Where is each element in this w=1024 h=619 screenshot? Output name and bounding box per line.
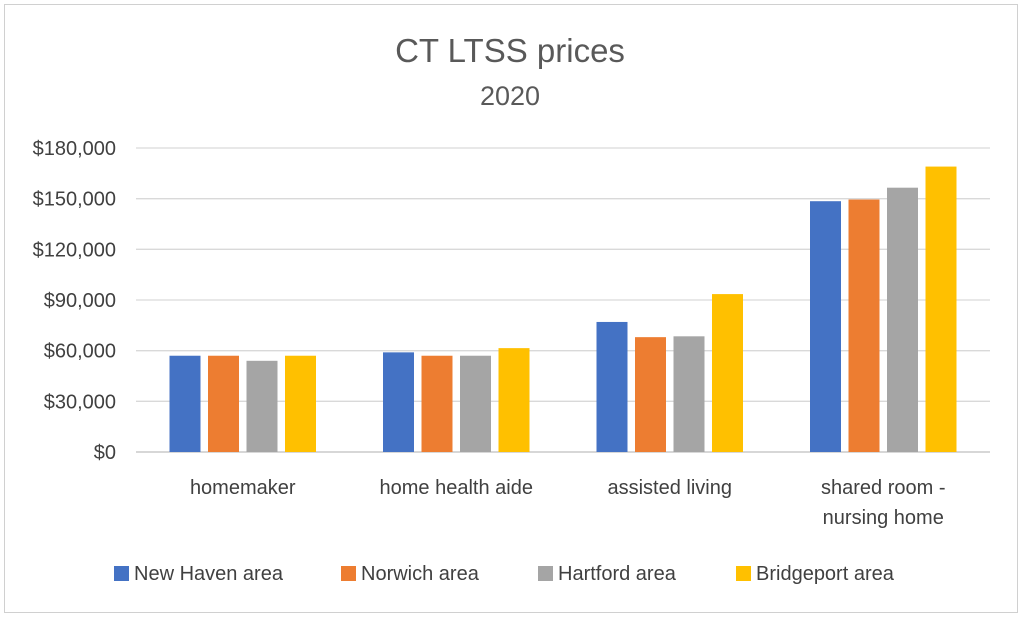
x-category-label: nursing home [823, 507, 944, 529]
bar [169, 355, 201, 452]
gridlines [136, 147, 990, 453]
bar [848, 199, 880, 452]
y-tick-label: $150,000 [33, 189, 116, 211]
x-category-label: home health aide [380, 477, 533, 499]
bar [635, 337, 666, 452]
x-category-label: shared room - [821, 477, 946, 499]
bar [208, 355, 239, 452]
legend-label: New Haven area [134, 563, 284, 585]
bar [498, 348, 530, 452]
bar [421, 355, 453, 452]
bar [712, 294, 743, 452]
bar [810, 201, 841, 452]
x-axis-categories: homemaker home health aide assisted living… [190, 477, 946, 529]
x-category-label: assisted living [607, 477, 732, 499]
legend-swatch [538, 566, 553, 581]
y-tick-label: $30,000 [44, 391, 116, 413]
y-tick-label: $90,000 [44, 290, 116, 312]
y-tick-label: $180,000 [33, 138, 116, 160]
y-tick-label: $60,000 [44, 341, 116, 363]
bar [246, 360, 278, 452]
legend-label: Hartford area [558, 563, 677, 585]
bar [925, 166, 957, 453]
legend: New Haven area Norwich area Hartford area B… [114, 563, 895, 585]
chart-subtitle: 2020 [480, 81, 540, 111]
legend-label: Norwich area [361, 563, 480, 585]
x-category-label: homemaker [190, 477, 296, 499]
bars [169, 166, 957, 453]
y-axis-ticks: $0 $30,000 $60,000 $90,000 $120,000 $150,000 $… [33, 138, 116, 464]
bar [285, 355, 316, 452]
legend-label: Bridgeport area [756, 563, 895, 585]
legend-swatch [114, 566, 129, 581]
bar [383, 352, 414, 452]
chart-title: CT LTSS prices [395, 32, 625, 69]
legend-swatch [341, 566, 356, 581]
bar [673, 336, 705, 452]
legend-swatch [736, 566, 751, 581]
bar [596, 321, 628, 452]
bar [460, 355, 491, 452]
bar [887, 187, 918, 452]
y-tick-label: $0 [94, 442, 116, 464]
y-tick-label: $120,000 [33, 239, 116, 261]
